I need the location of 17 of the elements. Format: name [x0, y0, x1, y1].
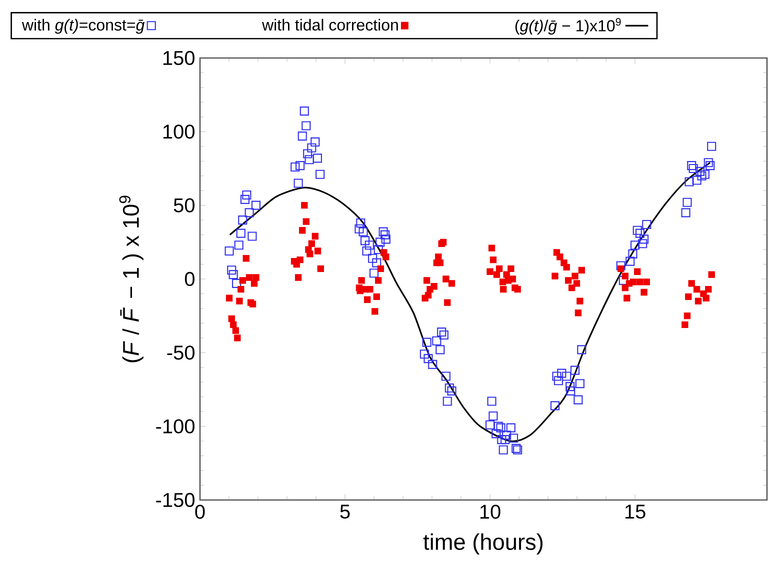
- y-tick-label: 0: [184, 272, 194, 286]
- y-tick-label: 100: [163, 124, 194, 139]
- line-series: [229, 162, 711, 442]
- y-tick-label: -150: [156, 492, 194, 508]
- y-tick-label: -100: [156, 419, 194, 434]
- y-tick-label: 50: [174, 198, 194, 212]
- legend-label: with g(t)=const=ḡ: [22, 18, 145, 34]
- x-tick-label: 10: [480, 504, 500, 519]
- x-tick-label: 5: [340, 504, 350, 519]
- x-tick-label: 15: [625, 504, 646, 519]
- x-tick-label: 0: [195, 504, 205, 519]
- y-tick-label: -50: [167, 346, 194, 360]
- legend-label: with tidal correction: [262, 18, 398, 31]
- x-axis-title: time (hours): [423, 533, 543, 554]
- legend-label: (g(t)/ḡ − 1)x10$^{9}$: [515, 18, 621, 35]
- y-tick-label: 150: [163, 50, 194, 66]
- y-axis-title: (F / F̄ − 1 ) x 10$^{9}$: [119, 196, 144, 362]
